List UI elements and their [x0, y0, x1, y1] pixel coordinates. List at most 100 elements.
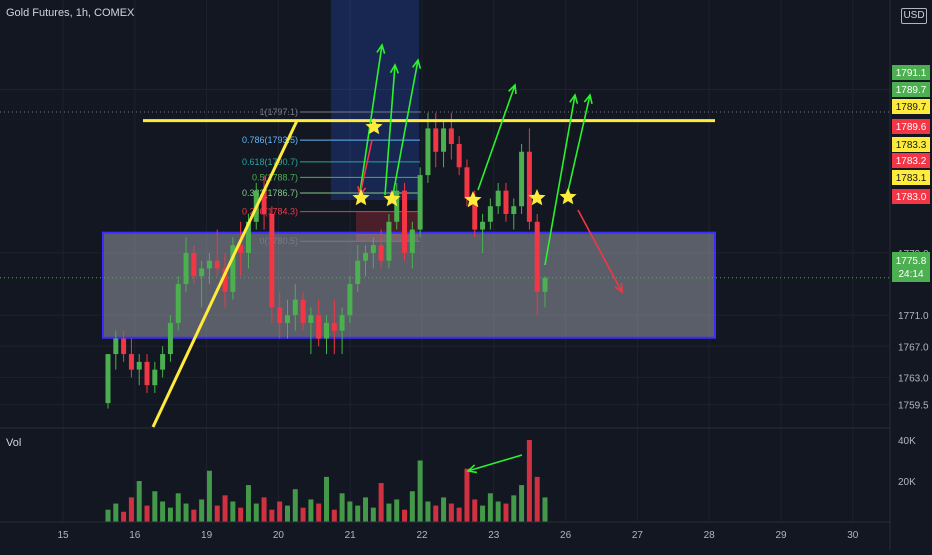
star-marker [383, 190, 401, 207]
candle-body [370, 245, 376, 253]
volume-bar [152, 491, 158, 522]
volume-bar [402, 509, 408, 522]
candle-body [128, 354, 134, 370]
time-tick-label: 28 [704, 530, 716, 541]
candle-body [191, 252, 197, 277]
time-tick-label: 15 [57, 530, 69, 541]
candle-body [324, 322, 329, 339]
candle-body [456, 143, 462, 168]
fib-level-label: 0.382(1786.7) [242, 188, 298, 198]
candle-body [425, 128, 431, 176]
candle-body [316, 315, 322, 339]
volume-bar [534, 476, 540, 522]
price-label: 1789.7 [896, 102, 927, 113]
candle-body [534, 221, 540, 292]
candle-body [464, 167, 470, 199]
volume-bar [542, 497, 548, 522]
volume-bar [128, 497, 134, 522]
candle-body [386, 221, 392, 261]
price-label: 1783.2 [896, 156, 927, 167]
candle-body [206, 260, 212, 269]
volume-bar [144, 505, 150, 522]
bar-countdown: 24:14 [898, 269, 923, 280]
volume-bar [284, 505, 290, 522]
fib-level-label: 0(1780.5) [259, 236, 298, 246]
currency-badge[interactable]: USD [901, 8, 927, 24]
bullish-arrow [391, 59, 419, 201]
volume-bar [456, 507, 462, 522]
price-tick-label: 1771.0 [898, 311, 929, 322]
candle-body [160, 354, 166, 370]
candle-body [245, 221, 251, 253]
candle-body [441, 128, 447, 152]
current-price-tag [892, 252, 930, 282]
bullish-arrow-head [508, 83, 517, 95]
price-label: 1783.1 [896, 173, 927, 184]
price-label-box [892, 170, 930, 185]
candle-body [136, 361, 142, 370]
candle-body [448, 128, 454, 144]
time-tick-label: 30 [847, 530, 859, 541]
volume-bar [355, 505, 361, 522]
volume-bar [370, 507, 376, 522]
bullish-arrow [544, 94, 576, 266]
price-label-box [892, 82, 930, 97]
fib-range-highlight [331, 0, 419, 200]
chart-title: Gold Futures, 1h, COMEX [6, 7, 135, 19]
volume-bar [105, 509, 111, 522]
bullish-arrow [565, 94, 591, 201]
volume-bar [425, 501, 431, 522]
volume-bar [339, 493, 345, 522]
volume-label: Vol [6, 437, 22, 449]
volume-arrow-head [466, 464, 478, 474]
volume-bar [167, 507, 173, 522]
volume-bar [238, 507, 244, 522]
candle-body [175, 284, 181, 323]
bullish-arrow-head [376, 43, 386, 54]
candle-body [183, 252, 189, 285]
volume-bar [136, 481, 142, 522]
candle-body [300, 299, 306, 323]
time-tick-label: 29 [775, 530, 787, 541]
candle-body [511, 206, 517, 214]
bearish-arrow-head [614, 282, 623, 294]
volume-bar [394, 499, 400, 522]
volume-bar [511, 495, 517, 522]
volume-bar [113, 503, 119, 522]
candle-body [113, 338, 119, 355]
volume-bar [409, 491, 415, 522]
candle-body [409, 229, 415, 253]
star-marker [352, 189, 370, 206]
candle-body [222, 268, 228, 292]
volume-bar [417, 460, 423, 522]
price-label-box [892, 153, 930, 168]
volume-bar [519, 485, 525, 522]
price-label-box [892, 137, 930, 152]
volume-bar [199, 499, 205, 522]
volume-bar [503, 503, 509, 522]
volume-bar [480, 505, 486, 522]
volume-bar [183, 503, 189, 522]
volume-bar [214, 505, 220, 522]
bullish-arrow-head [569, 93, 579, 104]
candle-body [542, 277, 548, 292]
volume-bar [526, 440, 532, 522]
candle-body [331, 322, 337, 331]
volume-bar [433, 505, 439, 522]
candle-body [472, 198, 478, 230]
support-zone[interactable] [102, 231, 716, 339]
candle-body [261, 190, 267, 214]
candle-body [144, 361, 150, 386]
volume-bar [206, 470, 212, 522]
volume-bar [191, 509, 197, 522]
price-label-box [892, 99, 930, 114]
bullish-arrow-head [389, 63, 400, 74]
candle-body [495, 190, 501, 207]
candle-body [167, 322, 173, 355]
candle-body [269, 214, 275, 308]
trendline[interactable] [151, 119, 299, 428]
candle-body [230, 245, 236, 292]
volume-bar [121, 511, 127, 522]
bullish-arrow-head [583, 93, 593, 104]
